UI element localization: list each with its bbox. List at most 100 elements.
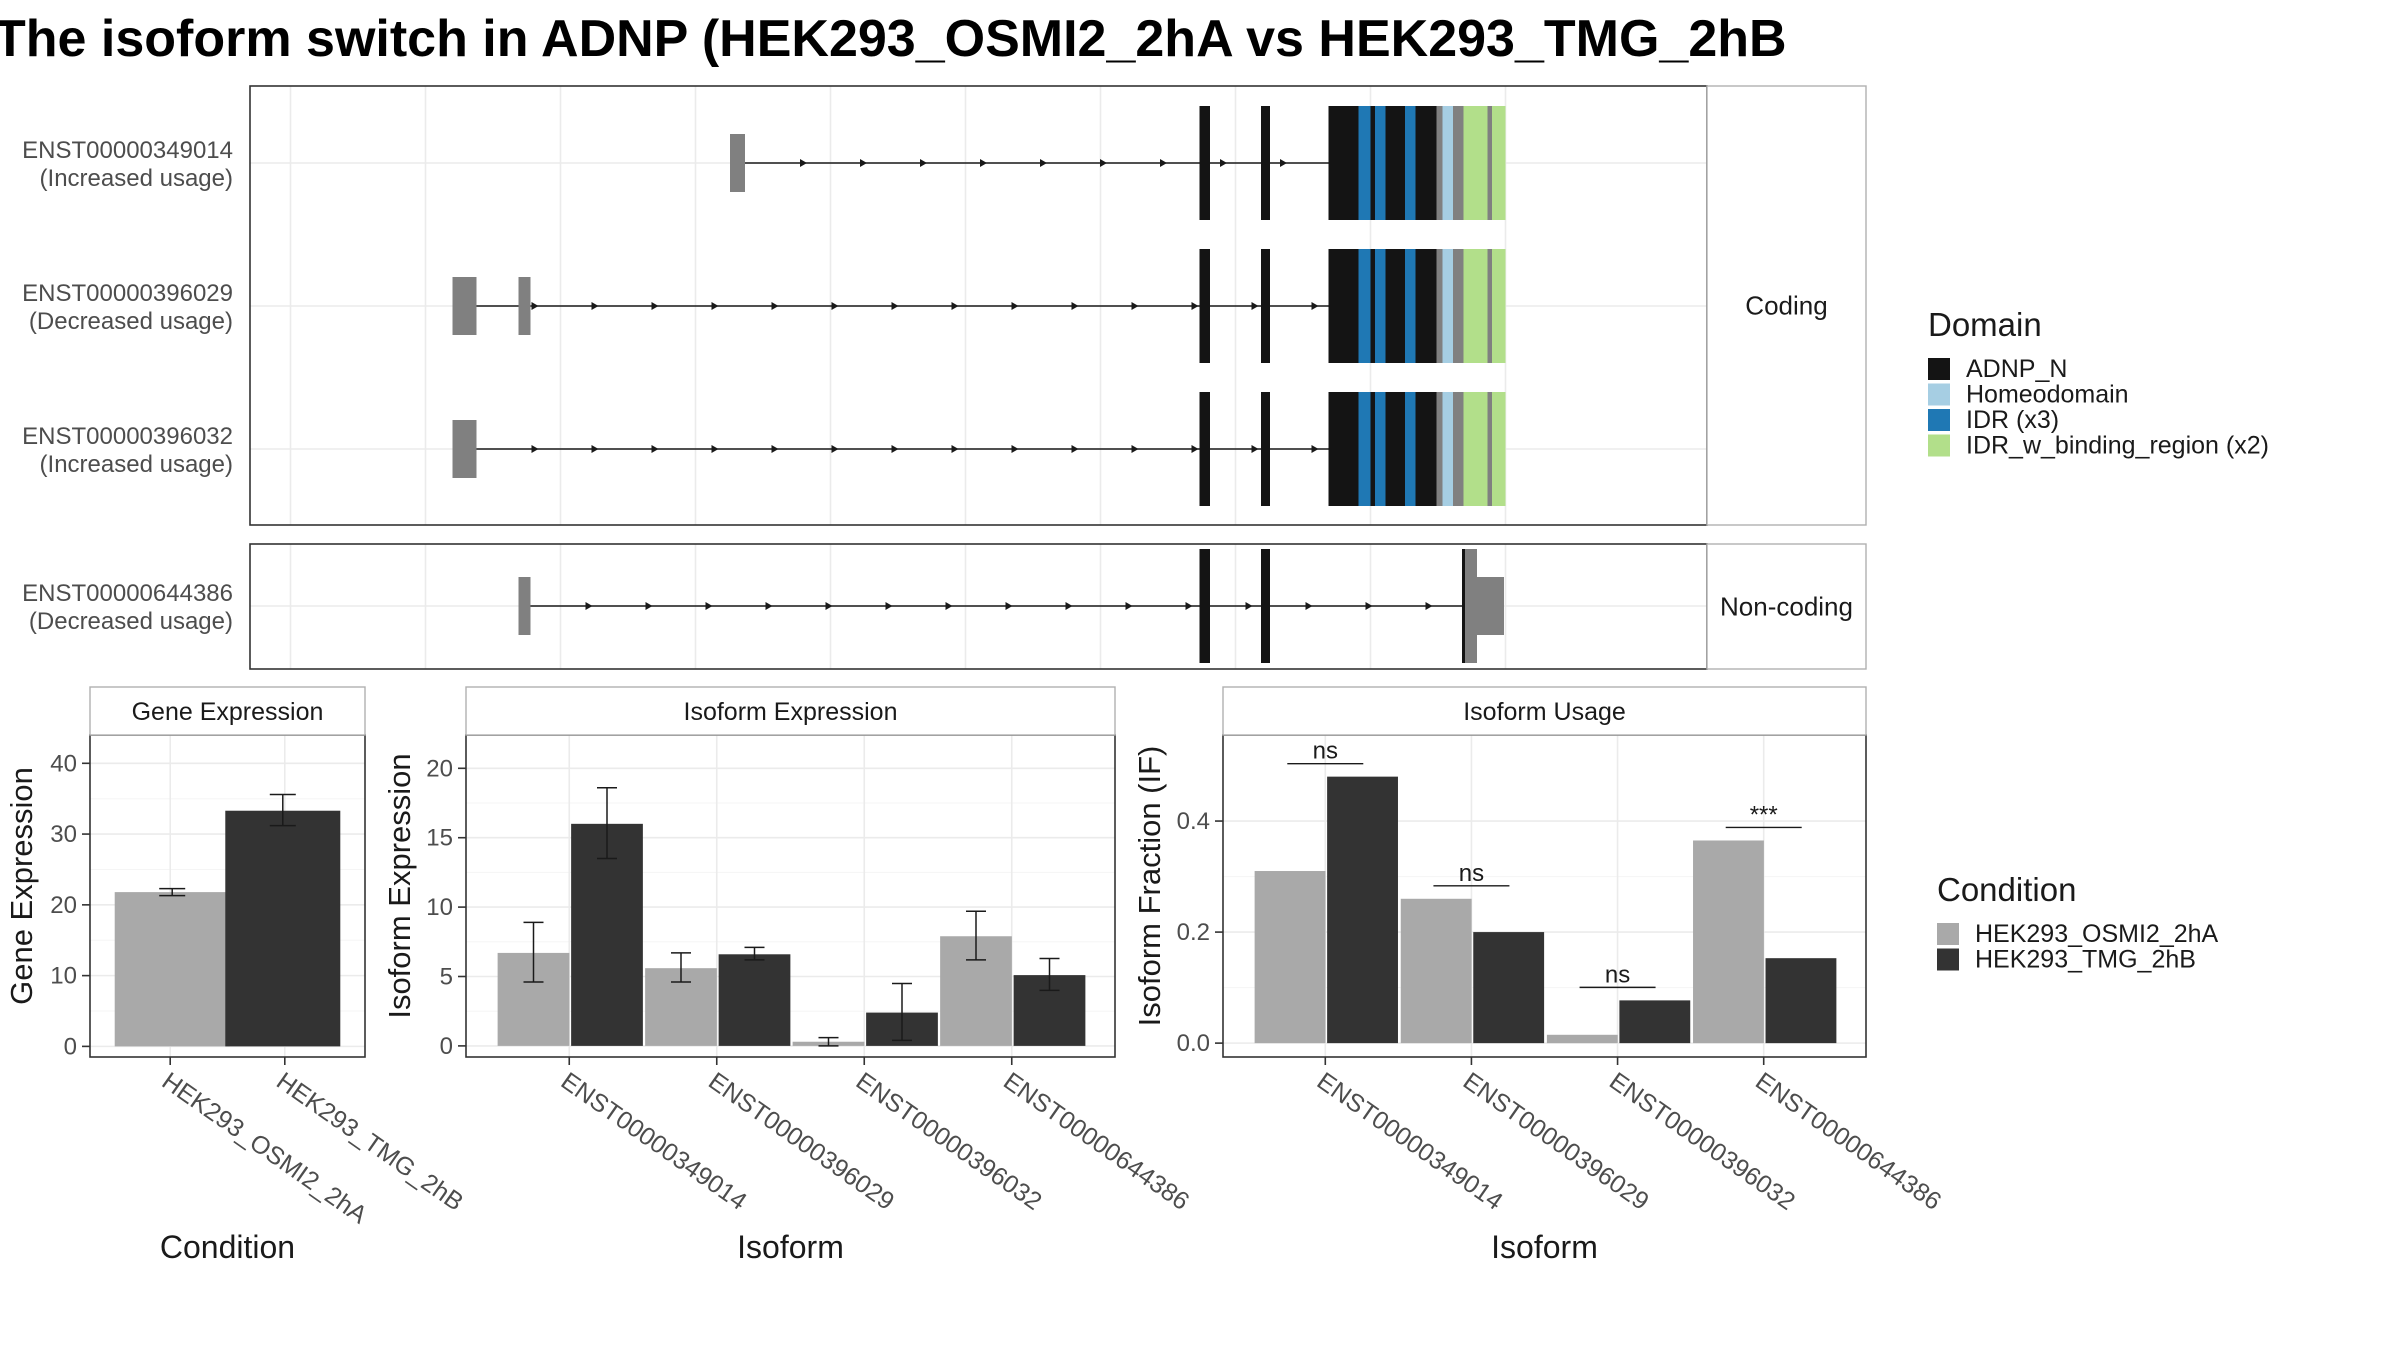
- cds-exon: [1261, 392, 1270, 506]
- domain-segment: [1358, 106, 1371, 220]
- domain-segment: [1375, 106, 1386, 220]
- domain-segment: [1492, 392, 1506, 506]
- y-tick-label: 5: [440, 964, 453, 991]
- transcript-usage-label: (Decreased usage): [29, 308, 233, 335]
- utr-exon: [452, 277, 477, 335]
- utr-exon: [730, 134, 745, 192]
- intron-arrow: [705, 602, 713, 610]
- domain-segment: [1328, 106, 1359, 220]
- facet-label: Non-coding: [1720, 592, 1853, 622]
- y-tick-label: 10: [426, 894, 453, 921]
- bar: [1400, 898, 1472, 1044]
- domain-segment: [1385, 249, 1405, 363]
- bar: [1546, 1034, 1618, 1044]
- transcript-id-label: ENST00000396032: [22, 423, 233, 450]
- bar: [1254, 871, 1326, 1044]
- intron-arrow: [885, 602, 893, 610]
- y-tick-label: 0: [64, 1033, 77, 1060]
- intron-arrow: [1100, 159, 1107, 167]
- domain-legend-key: [1928, 358, 1950, 380]
- domain-segment: [1442, 106, 1453, 220]
- intron-arrow: [951, 445, 959, 453]
- panel-title: Isoform Expression: [684, 698, 898, 726]
- domain-segment: [1415, 106, 1437, 220]
- panel-strip: [465, 686, 1116, 736]
- transcript-row: ENST00000644386(Decreased usage): [22, 549, 1504, 663]
- domain-legend-label: Homeodomain: [1966, 381, 2129, 409]
- intron-arrow: [1311, 445, 1319, 453]
- y-tick-label: 0: [440, 1033, 453, 1060]
- facet-strip: [1706, 85, 1867, 526]
- facet-strip: [1706, 543, 1867, 670]
- intron-arrow: [831, 302, 839, 310]
- cds-exon: [1199, 392, 1210, 506]
- intron-arrow: [1280, 159, 1287, 167]
- bar: [1693, 840, 1764, 1044]
- domain-segment: [1385, 392, 1405, 506]
- bar: [1473, 932, 1545, 1044]
- x-axis-title: Isoform: [1491, 1229, 1598, 1265]
- domain-segment: [1463, 392, 1488, 506]
- intron-arrow: [591, 302, 599, 310]
- utr-exon: [452, 420, 477, 478]
- transcript-id-label: ENST00000396029: [22, 280, 233, 307]
- intron-arrow: [1011, 302, 1019, 310]
- domain-segment: [1375, 392, 1386, 506]
- domain-segment: [1453, 392, 1464, 506]
- intron-arrow: [1311, 302, 1319, 310]
- y-axis-title: Isoform Fraction (IF): [1132, 746, 1167, 1027]
- significance-label: ns: [1459, 860, 1484, 887]
- domain-segment: [1436, 249, 1443, 363]
- intron-arrow: [1425, 602, 1433, 610]
- domain-segment: [1370, 392, 1375, 506]
- y-tick-label: 0.2: [1177, 919, 1210, 946]
- domain-segment: [1436, 392, 1443, 506]
- y-axis-title: Gene Expression: [4, 767, 39, 1005]
- utr-exon: [1477, 577, 1504, 635]
- domain-legend-label: ADNP_N: [1966, 355, 2067, 383]
- intron-arrow: [1005, 602, 1013, 610]
- transcript-row: ENST00000396032(Increased usage): [22, 392, 1506, 506]
- significance-label: ns: [1313, 738, 1338, 765]
- transcript-id-label: ENST00000349014: [22, 137, 233, 164]
- intron-arrow: [531, 302, 539, 310]
- intron-arrow: [1185, 602, 1193, 610]
- intron-arrow: [1011, 445, 1019, 453]
- domain-segment: [1492, 106, 1506, 220]
- cds-exon: [1199, 106, 1210, 220]
- transcript-row: ENST00000349014(Increased usage): [22, 106, 1506, 220]
- intron-arrow: [800, 159, 807, 167]
- domain-segment: [1436, 106, 1443, 220]
- y-tick-label: 0.4: [1177, 808, 1210, 835]
- bar: [225, 810, 341, 1047]
- panel-strip: [1222, 686, 1867, 736]
- domain-segment: [1375, 249, 1386, 363]
- domain-segment: [1453, 106, 1464, 220]
- domain-segment: [1385, 106, 1405, 220]
- y-tick-label: 15: [426, 825, 453, 852]
- y-tick-label: 20: [50, 892, 77, 919]
- intron-arrow: [765, 602, 773, 610]
- intron-arrow: [1245, 602, 1253, 610]
- intron-arrow: [531, 445, 539, 453]
- intron-arrow: [891, 445, 899, 453]
- intron-arrow: [945, 602, 953, 610]
- transcript-row: ENST00000396029(Decreased usage): [22, 249, 1506, 363]
- intron-arrow: [645, 602, 653, 610]
- x-axis-title: Isoform: [737, 1229, 844, 1265]
- intron-arrow: [825, 602, 833, 610]
- domain-segment: [1453, 249, 1464, 363]
- x-tick-label: HEK293_OSMI2_2hA: [157, 1067, 373, 1230]
- domain-segment: [1442, 249, 1453, 363]
- domain-segment: [1463, 106, 1488, 220]
- domain-legend-label: IDR_w_binding_region (x2): [1966, 432, 2269, 460]
- bar-panels: Gene Expression 0 10 20 30 40 HEK293_OSMI2_2hA…: [4, 686, 1946, 1265]
- intron-arrow: [1040, 159, 1047, 167]
- bar: [571, 823, 643, 1046]
- intron-arrow: [585, 602, 593, 610]
- intron-arrow: [1125, 602, 1133, 610]
- cds-exon: [1261, 106, 1270, 220]
- condition-legend-label: HEK293_OSMI2_2hA: [1975, 920, 2219, 948]
